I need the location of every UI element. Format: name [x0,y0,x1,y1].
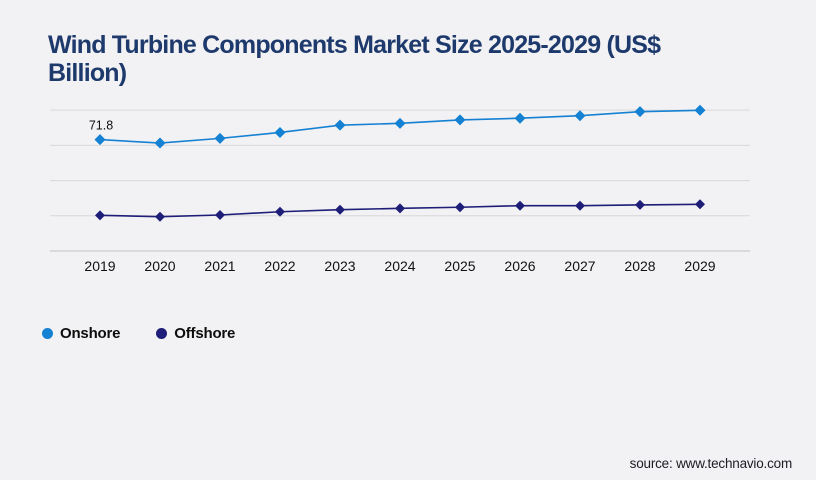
x-tick-label: 2026 [504,258,535,274]
x-tick-label: 2028 [624,258,655,274]
onshore-marker-icon [634,106,646,118]
chart-svg: 71.8 2019 2020 2021 2022 2023 2024 2025 2026 2027… [50,104,750,274]
offshore-marker-icon [575,200,585,211]
x-tick-label: 2021 [204,258,235,274]
gridlines [50,109,750,252]
source-attribution: source: www.technavio.com [629,456,793,471]
x-tick-label: 2022 [264,258,295,274]
legend-item-onshore: Onshore [42,325,120,342]
offshore-legend-marker-icon [156,328,168,339]
offshore-marker-icon [695,199,705,210]
onshore-marker-icon [154,137,166,149]
onshore-marker-icon [454,114,466,126]
onshore-legend-marker-icon [42,328,53,339]
x-axis-labels: 2019 2020 2021 2022 2023 2024 2025 2026 2027 2028… [84,258,715,274]
x-tick-label: 2025 [444,258,475,274]
series-onshore: 71.8 [89,104,706,149]
offshore-marker-icon [515,200,525,211]
chart-area: 71.8 2019 2020 2021 2022 2023 2024 2025 2026 2027… [50,104,750,274]
onshore-marker-icon [394,117,406,129]
onshore-marker-icon [274,126,286,138]
x-tick-label: 2023 [324,258,355,274]
chart-title: Wind Turbine Components Market Size 2025… [48,30,661,87]
legend-label-offshore: Offshore [174,325,236,342]
offshore-marker-icon [275,206,285,217]
offshore-marker-icon [155,211,165,222]
legend-label-onshore: Onshore [60,325,121,342]
onshore-marker-icon [334,119,346,131]
offshore-marker-icon [635,199,645,210]
offshore-marker-icon [395,203,405,214]
onshore-marker-icon [214,132,226,144]
x-tick-label: 2020 [144,258,175,274]
series-offshore [95,199,705,222]
onshore-marker-icon [94,134,106,146]
x-tick-label: 2019 [84,258,115,274]
chart-legend: Onshore Offshore [42,325,235,342]
offshore-marker-icon [215,210,225,221]
offshore-marker-icon [335,204,345,215]
onshore-marker-icon [574,110,586,122]
offshore-marker-icon [95,210,105,221]
offshore-marker-icon [455,202,465,213]
legend-item-offshore: Offshore [156,325,235,342]
onshore-marker-icon [514,112,526,124]
data-label-onshore-2019: 71.8 [89,119,113,133]
x-tick-label: 2024 [384,258,415,274]
onshore-marker-icon [694,104,706,116]
x-tick-label: 2027 [564,258,595,274]
x-tick-label: 2029 [684,258,715,274]
